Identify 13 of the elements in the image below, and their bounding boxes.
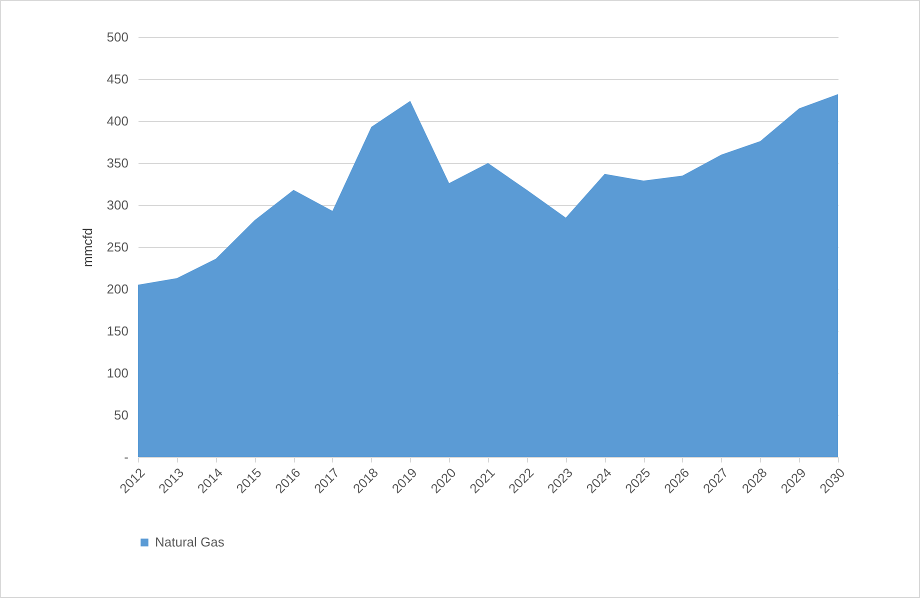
y-tick-label: 150 [106,324,128,338]
y-tick-label: 50 [114,408,128,422]
y-tick-label: 400 [106,114,128,128]
y-tick-label: - [124,450,128,464]
y-tick-label: 100 [106,366,128,380]
y-tick-label: 250 [106,240,128,254]
y-tick-label: 350 [106,156,128,170]
y-axis-title: mmcfd [80,228,95,267]
y-tick-label: 300 [106,198,128,212]
y-tick-label: 200 [106,282,128,296]
y-tick-label: 450 [106,72,128,86]
y-tick-label: 500 [106,30,128,44]
legend-label: Natural Gas [155,534,225,550]
